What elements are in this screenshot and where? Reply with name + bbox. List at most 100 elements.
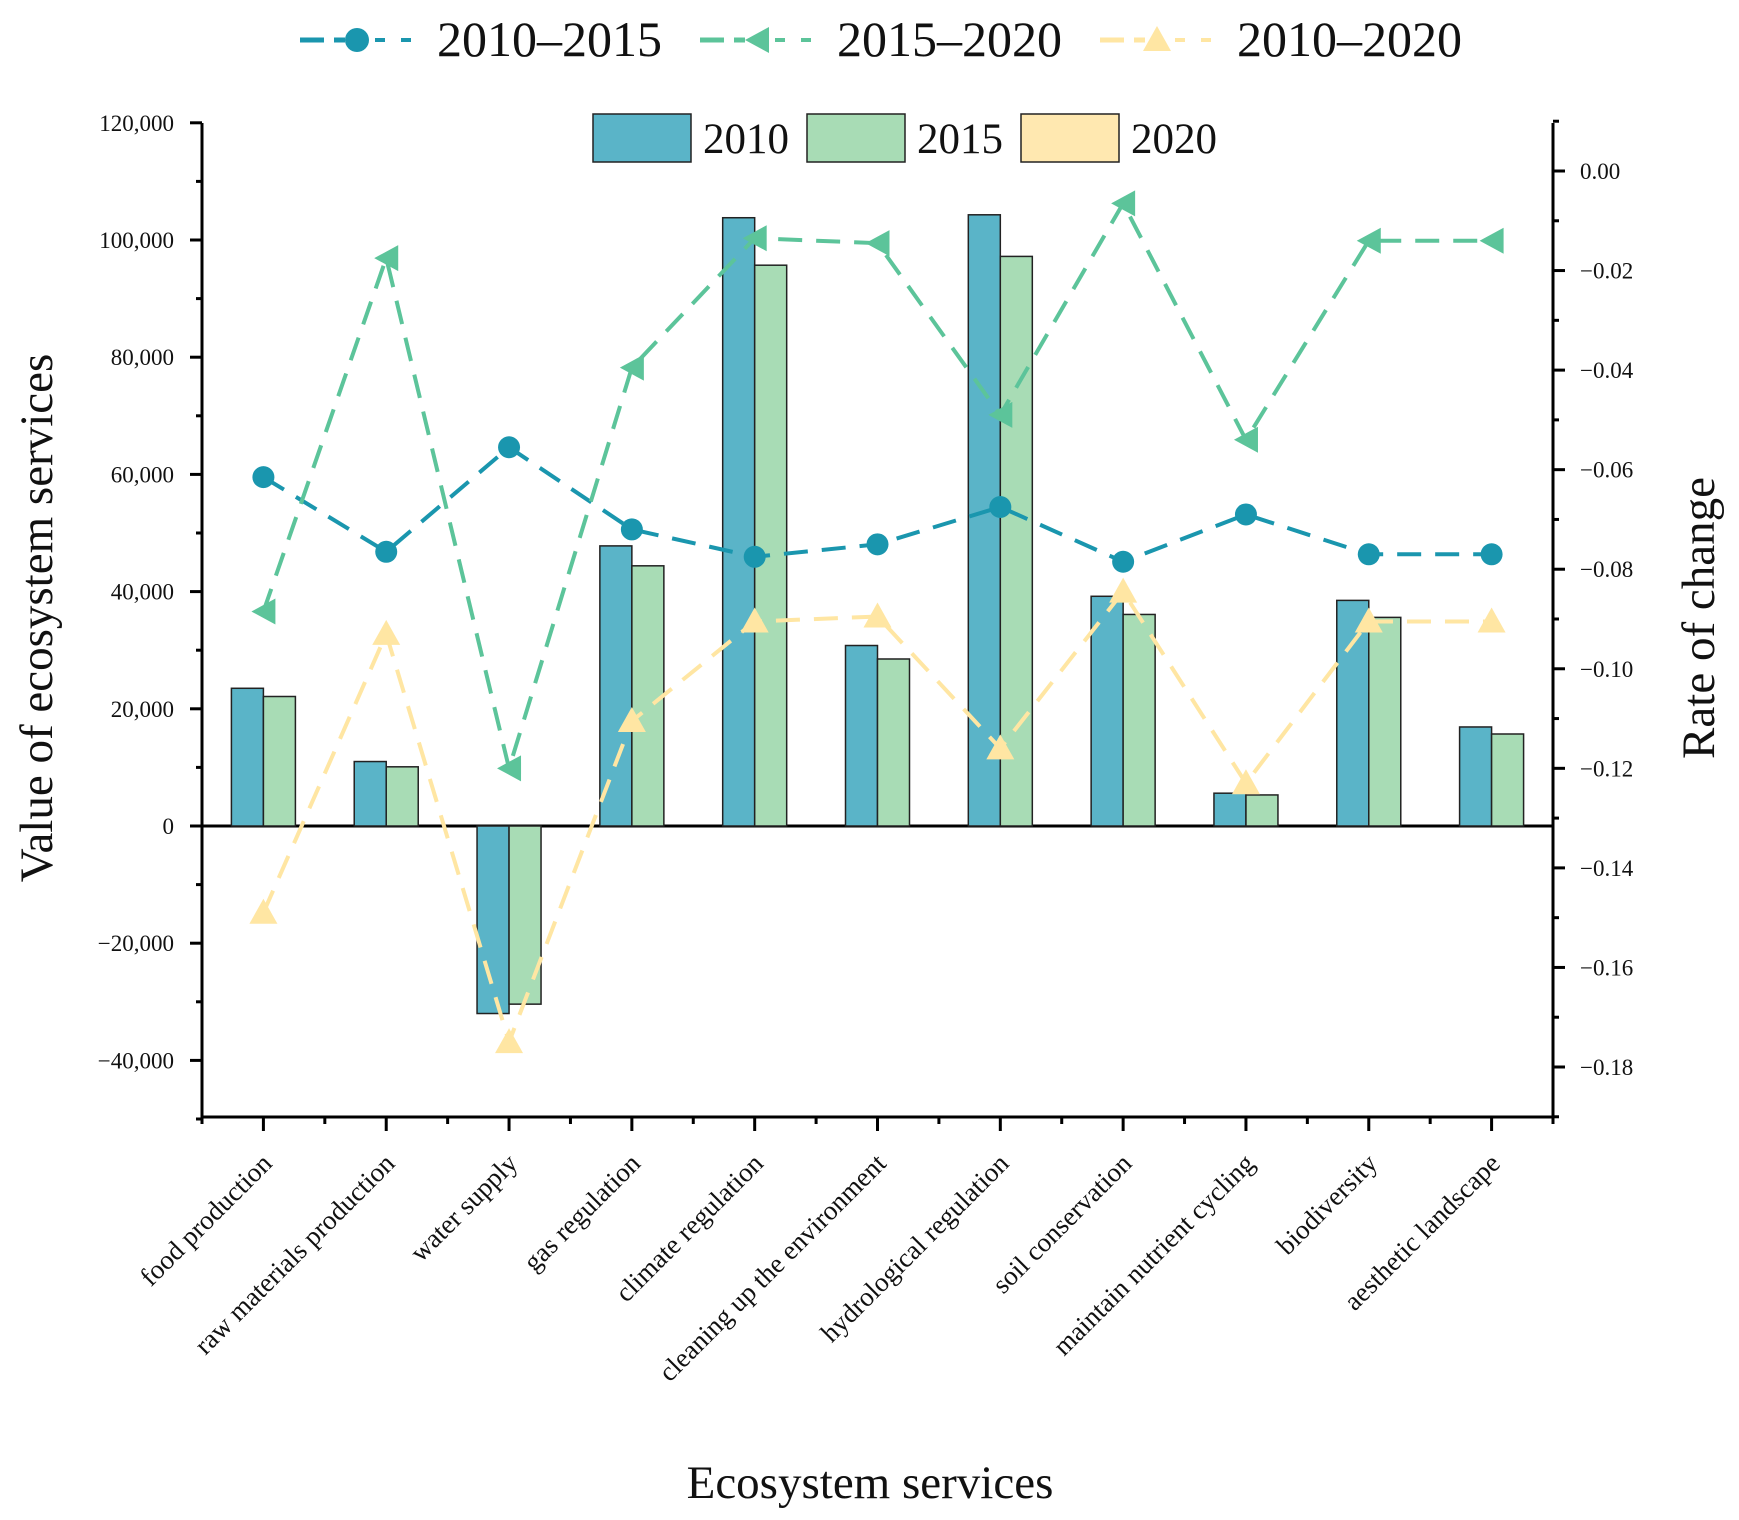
- marker-2010–2020-2: [495, 1028, 524, 1054]
- bar-2015-1: [385, 766, 419, 827]
- y-left-tick-label: 80,000: [111, 345, 174, 370]
- legend-label-2010-2020: 2010–2020: [1237, 11, 1462, 67]
- bar-2010-5: [844, 644, 879, 827]
- y-right-tick-label: −0.10: [1580, 657, 1633, 682]
- bar-2010-10: [1458, 726, 1493, 827]
- y-left-tick-label: 100,000: [99, 228, 174, 253]
- marker-2010–2015-10: [1480, 543, 1503, 566]
- marker-2015–2020-0: [251, 598, 276, 625]
- marker-2010–2020-8: [1231, 769, 1260, 795]
- lines-group: [249, 190, 1506, 1054]
- legend-swatch-2010: [592, 113, 692, 163]
- legend-swatch-2020: [1020, 113, 1120, 163]
- marker-2015–2020-1: [374, 245, 399, 272]
- bar-legend: 2010 2015 2020: [592, 113, 1217, 163]
- marker-2010–2015-8: [1234, 503, 1257, 526]
- y-right-tick-label: −0.14: [1580, 856, 1634, 881]
- legend-marker-left-triangle: [745, 27, 769, 53]
- legend-label-2020: 2020: [1131, 116, 1217, 163]
- marker-2015–2020-2: [497, 755, 522, 782]
- bar-2010-4: [721, 216, 756, 827]
- marker-2010–2015-5: [866, 533, 889, 556]
- x-category-label: maintain nutrient cycling: [1047, 1148, 1260, 1361]
- bar-2010-1: [353, 760, 387, 827]
- bar-2010-0: [230, 687, 265, 827]
- y-left-tick-label: −40,000: [98, 1048, 174, 1073]
- marker-2010–2020-9: [1354, 607, 1383, 633]
- y-right-tick-label: −0.12: [1580, 756, 1633, 781]
- bars-group: [230, 214, 1525, 1015]
- bar-2010-8: [1213, 792, 1247, 827]
- legend-marker-circle: [345, 28, 369, 52]
- x-axis-title: Ecosystem services: [687, 1457, 1054, 1509]
- y-axis-left-title: Value of ecosystem services: [11, 354, 63, 883]
- x-category-label: raw materials production: [188, 1148, 400, 1360]
- y-right-tick-label: −0.02: [1580, 259, 1633, 284]
- marker-2010–2020-4: [740, 607, 769, 633]
- y-axis-right-title: Rate of change: [1673, 477, 1725, 759]
- legend-label-2010-2015: 2010–2015: [437, 11, 662, 67]
- y-right-tick-label: −0.18: [1580, 1055, 1633, 1080]
- y-right-tick-label: −0.06: [1580, 458, 1633, 483]
- legend-item-2010-2020: 2010–2020: [1100, 11, 1462, 67]
- y-left-tick-label: 60,000: [111, 462, 174, 487]
- marker-2010–2020-6: [986, 734, 1015, 760]
- marker-2010–2020-5: [863, 602, 892, 628]
- x-category-label: water supply: [404, 1148, 524, 1268]
- legend-marker-triangle: [1143, 26, 1171, 51]
- marker-2010–2020-7: [1109, 577, 1138, 603]
- bar-2010-9: [1336, 599, 1370, 827]
- bar-2015-9: [1368, 616, 1402, 827]
- marker-2015–2020-9: [1356, 227, 1381, 254]
- marker-2010–2020-0: [249, 898, 278, 924]
- bar-2015-5: [876, 658, 911, 827]
- y-left-tick-label: −20,000: [98, 931, 174, 956]
- marker-2015–2020-7: [1111, 190, 1136, 217]
- legend-label-2015: 2015: [917, 116, 1003, 163]
- line-legend: 2010–2015 2015–2020 2010–2020: [300, 11, 1462, 67]
- marker-2010–2015-7: [1112, 550, 1135, 573]
- x-category-label: gas regulation: [517, 1148, 646, 1277]
- y-left-tick-label: 0: [163, 814, 175, 839]
- marker-2010–2015-6: [989, 496, 1012, 518]
- bar-2015-8: [1245, 794, 1279, 827]
- marker-2010–2015-2: [498, 436, 521, 459]
- y-right-tick-label: −0.04: [1580, 358, 1634, 383]
- marker-2010–2015-0: [252, 466, 275, 489]
- marker-2010–2020-10: [1477, 607, 1506, 633]
- marker-2015–2020-4: [742, 225, 767, 252]
- marker-2010–2015-9: [1357, 543, 1380, 566]
- legend-item-2015-2020: 2015–2020: [700, 11, 1062, 67]
- bar-2015-4: [753, 264, 788, 827]
- y-right-tick-label: −0.16: [1580, 955, 1633, 980]
- x-category-label: biodiversity: [1271, 1148, 1384, 1261]
- y-right-tick-label: 0.00: [1580, 159, 1620, 184]
- axes-group: [190, 119, 1565, 1131]
- legend-label-2015-2020: 2015–2020: [837, 11, 1062, 67]
- marker-2015–2020-3: [619, 354, 644, 381]
- y-left-tick-label: 20,000: [111, 697, 174, 722]
- marker-2010–2015-3: [620, 518, 643, 541]
- x-category-label: cleaning up the environment: [653, 1148, 892, 1387]
- y-right-tick-label: −0.08: [1580, 557, 1633, 582]
- y-left-tick-label: 40,000: [111, 580, 174, 605]
- bar-2010-2: [476, 825, 510, 1015]
- legend-item-2010-2015: 2010–2015: [300, 11, 662, 67]
- bar-2015-3: [631, 565, 665, 827]
- marker-2015–2020-10: [1479, 227, 1504, 254]
- bar-2010-6: [967, 214, 1002, 827]
- marker-2015–2020-6: [988, 401, 1013, 428]
- bar-2015-6: [999, 255, 1034, 827]
- bar-2015-0: [262, 695, 297, 827]
- series-line-2010–2020: [261, 588, 1492, 1049]
- marker-2010–2020-1: [372, 619, 401, 645]
- bar-2015-10: [1490, 733, 1525, 827]
- bar-2015-2: [508, 825, 542, 1005]
- marker-2010–2015-4: [743, 545, 766, 568]
- marker-2010–2020-3: [617, 707, 646, 733]
- bar-2010-3: [599, 545, 633, 827]
- marker-2010–2015-1: [375, 540, 398, 563]
- bar-2010-7: [1090, 595, 1124, 827]
- marker-2015–2020-8: [1233, 426, 1258, 453]
